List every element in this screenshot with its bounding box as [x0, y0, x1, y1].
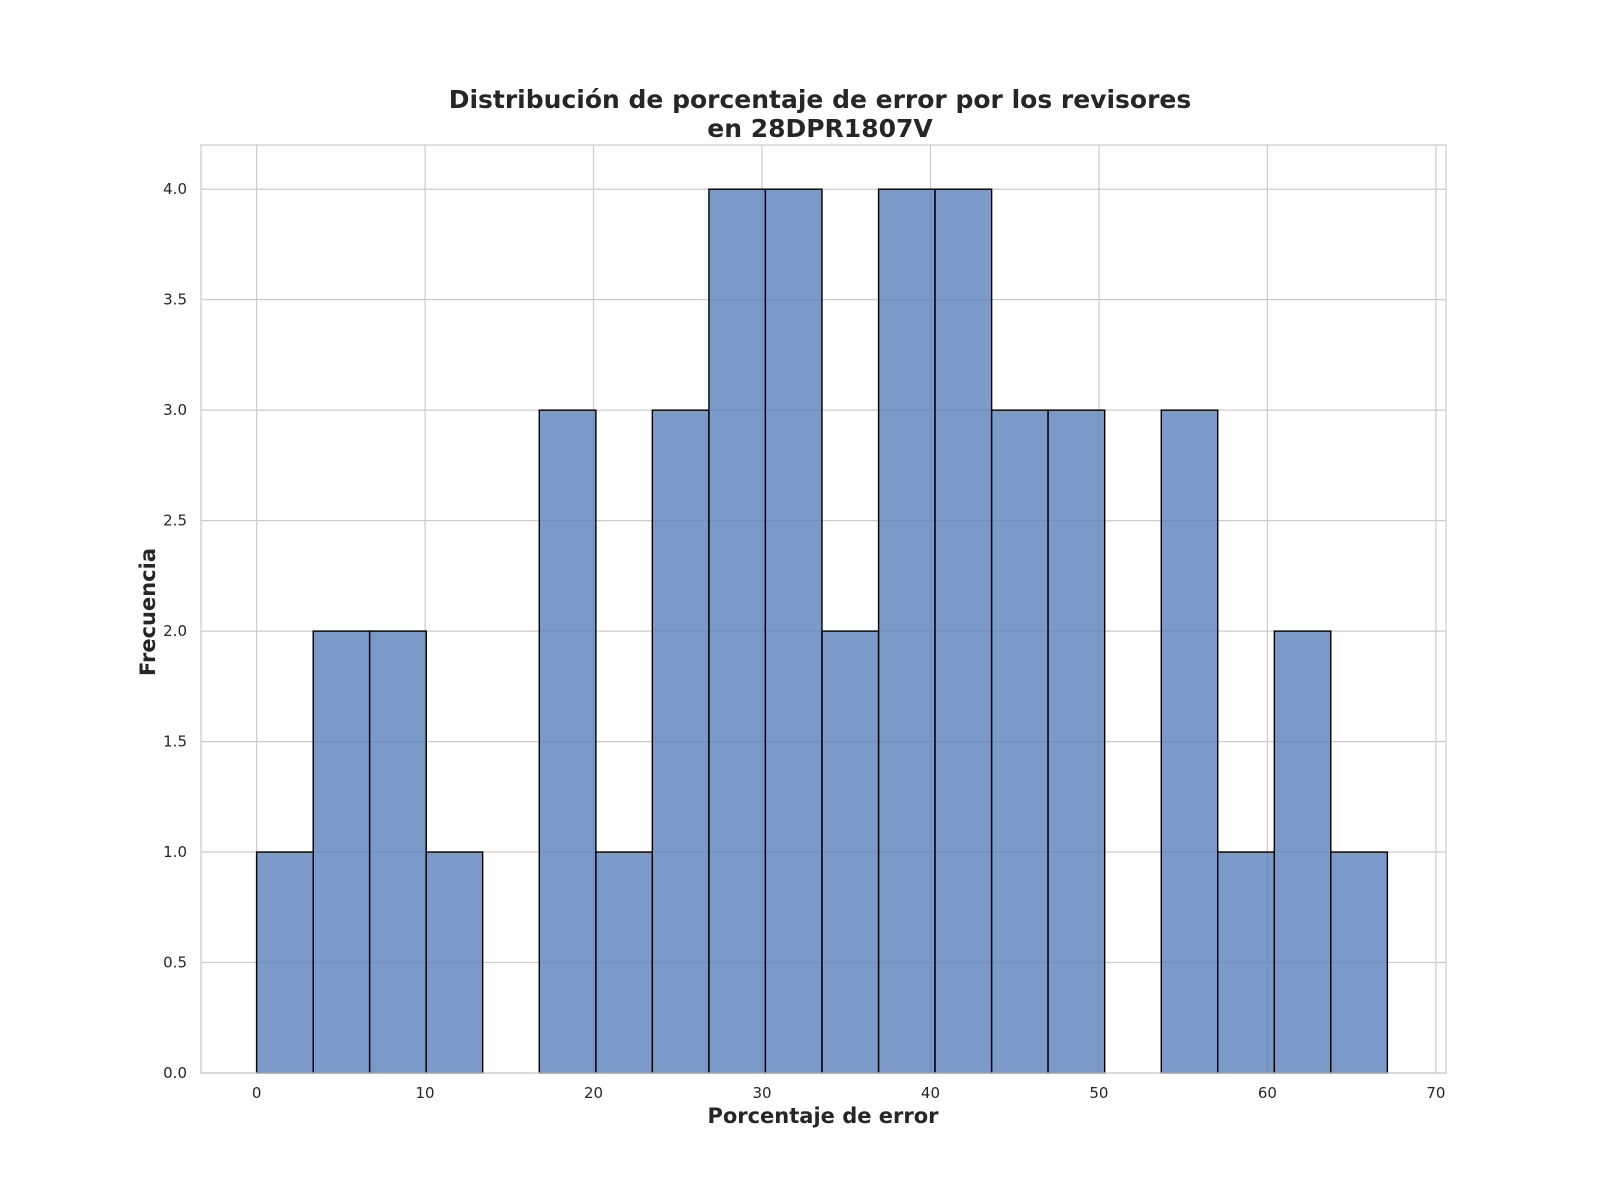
plot-frame — [200, 144, 1447, 1074]
y-tick-label: 4.0 — [163, 180, 187, 198]
x-tick-label: 0 — [252, 1084, 262, 1102]
y-tick-label: 1.5 — [163, 733, 187, 751]
histogram-bar — [1047, 409, 1106, 1074]
y-tick-label: 3.5 — [163, 291, 187, 309]
histogram-bar — [708, 188, 767, 1074]
chart-title-line1: Distribución de porcentaje de error por … — [449, 85, 1192, 114]
y-tick-label: 2.0 — [163, 622, 187, 640]
histogram-bar — [877, 188, 936, 1074]
x-tick-label: 70 — [1426, 1084, 1445, 1102]
x-tick-label: 50 — [1089, 1084, 1108, 1102]
y-axis-label: Frecuencia — [136, 548, 160, 676]
x-tick-label: 10 — [416, 1084, 435, 1102]
y-tick-label: 1.0 — [163, 843, 187, 861]
y-tick-label: 0.5 — [163, 954, 187, 972]
histogram-bar — [538, 409, 597, 1074]
x-tick-label: 40 — [921, 1084, 940, 1102]
y-tick-label: 2.5 — [163, 512, 187, 530]
histogram-bar — [595, 851, 654, 1074]
x-tick-label: 60 — [1258, 1084, 1277, 1102]
histogram-bar — [764, 188, 823, 1074]
histogram-bars — [255, 188, 1389, 1074]
histogram-bar — [651, 409, 710, 1074]
histogram-bar — [821, 630, 880, 1074]
x-axis-ticks: 0 10 20 30 40 50 60 70 — [252, 1084, 1446, 1102]
histogram-bar — [312, 630, 371, 1074]
y-tick-label: 3.0 — [163, 401, 187, 419]
histogram-bar — [368, 630, 427, 1074]
x-tick-label: 20 — [584, 1084, 603, 1102]
histogram-bar — [255, 851, 314, 1074]
y-axis-ticks: 0.0 0.5 1.0 1.5 2.0 2.5 3.0 3.5 4.0 — [163, 180, 187, 1082]
histogram-bar — [1330, 851, 1389, 1074]
histogram-bar — [990, 409, 1049, 1074]
histogram-bar — [1160, 409, 1219, 1074]
x-tick-label: 30 — [752, 1084, 771, 1102]
y-tick-label: 0.0 — [163, 1064, 187, 1082]
histogram-bar — [1273, 630, 1332, 1074]
histogram-bar — [934, 188, 993, 1074]
chart-title-line2: en 28DPR1807V — [707, 114, 933, 143]
x-axis-label: Porcentaje de error — [707, 1104, 939, 1128]
histogram-bar — [425, 851, 484, 1074]
histogram-bar — [1217, 851, 1276, 1074]
